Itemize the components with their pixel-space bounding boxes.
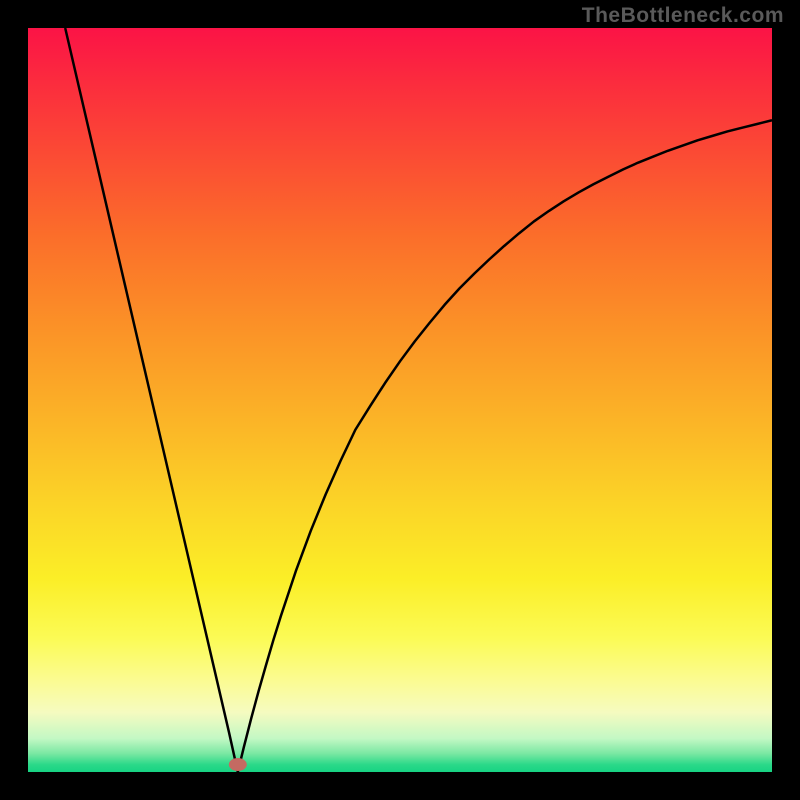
chart-frame: TheBottleneck.com <box>0 0 800 800</box>
bottleneck-chart <box>0 0 800 800</box>
watermark-text: TheBottleneck.com <box>582 4 784 28</box>
optimal-point-marker <box>229 758 247 771</box>
